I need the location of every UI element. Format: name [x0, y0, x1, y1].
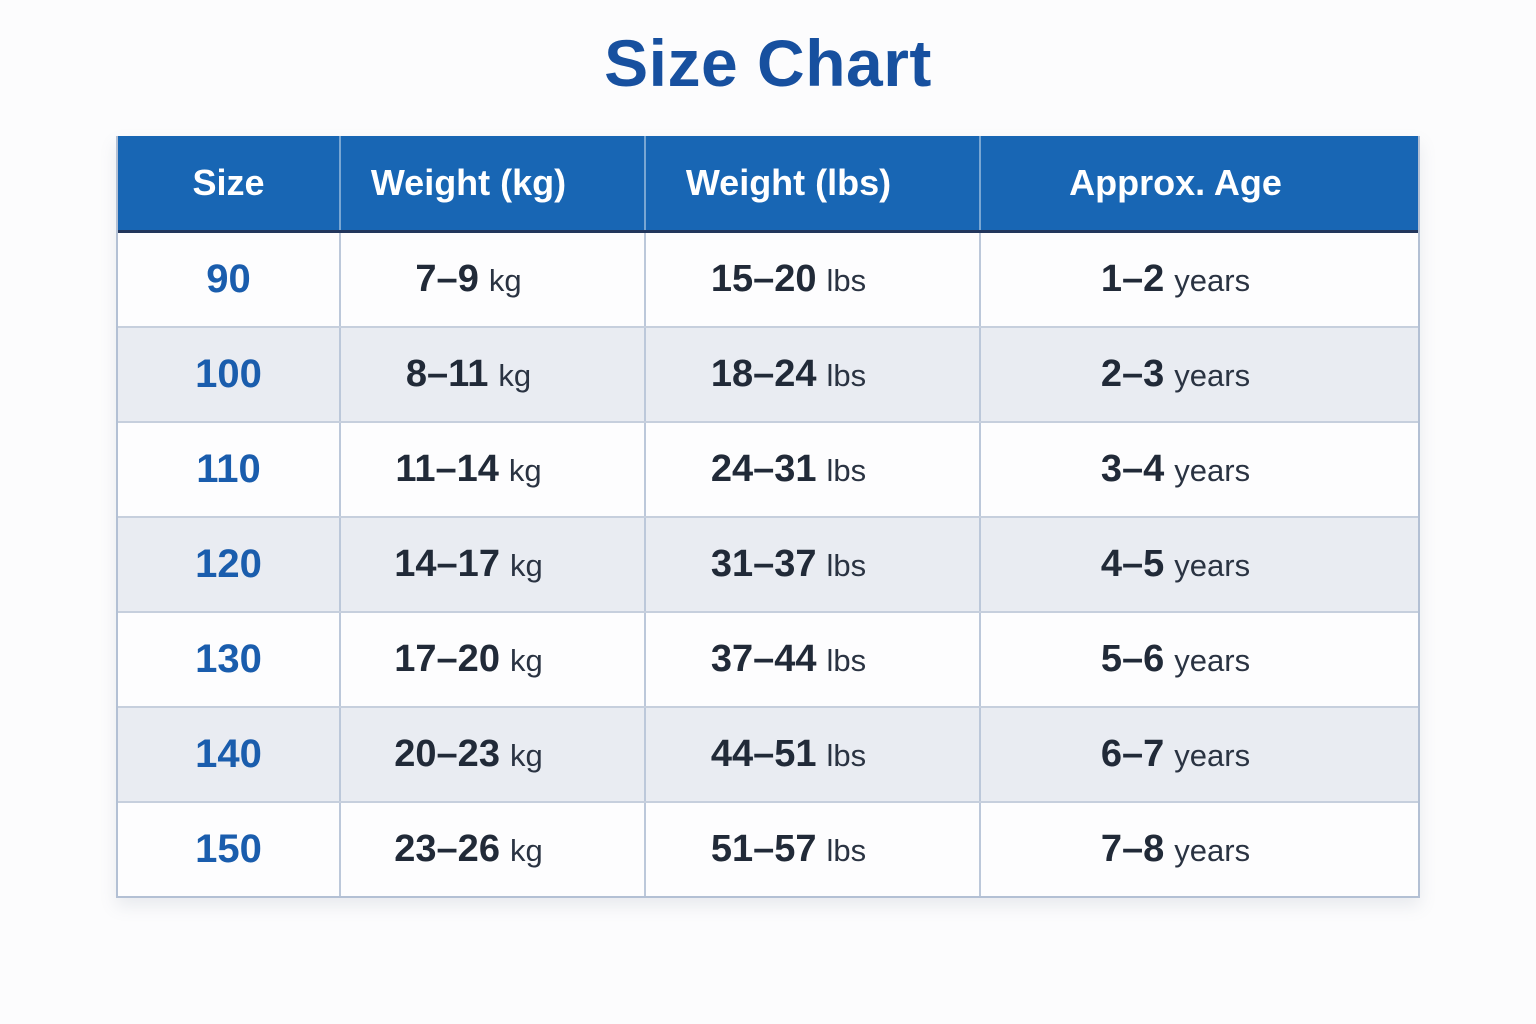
weight-kg-value: 11–14 [395, 448, 499, 490]
size-cell: 150 [118, 803, 341, 896]
header-label-approx-age: Approx. Age [1069, 162, 1282, 203]
age-cell: 4–5 years [981, 518, 1418, 611]
table-row: 90 7–9 kg 15–20 lbs 1–2 years [118, 233, 1418, 328]
age-unit: years [1174, 548, 1251, 583]
age-value: 4–5 [1100, 543, 1165, 585]
size-cell: 130 [118, 613, 341, 706]
weight-kg-value: 8–11 [405, 353, 489, 395]
age-unit: years [1174, 833, 1251, 868]
weight-lbs-cell: 24–31 lbs [646, 423, 981, 516]
age-cell: 6–7 years [981, 708, 1418, 801]
weight-lbs-cell: 31–37 lbs [646, 518, 981, 611]
age-unit: years [1174, 358, 1251, 393]
weight-lbs-value: 18–24 [710, 353, 817, 395]
header-cell-weight-lbs: Weight (lbs) [646, 136, 981, 230]
weight-kg-unit: kg [509, 833, 543, 868]
header-label-weight-kg: Weight (kg) [370, 162, 567, 203]
weight-kg-value: 23–26 [394, 828, 500, 870]
age-value: 2–3 [1100, 353, 1165, 395]
age-value: 3–4 [1100, 448, 1165, 490]
weight-lbs-value: 15–20 [710, 258, 817, 300]
weight-lbs-value: 31–37 [710, 543, 817, 585]
table-row: 110 11–14 kg 24–31 lbs 3–4 years [118, 423, 1418, 518]
page-title: Size Chart [604, 26, 932, 100]
weight-lbs-cell: 15–20 lbs [646, 233, 981, 326]
header-label-weight-lbs: Weight (lbs) [685, 162, 892, 203]
age-unit: years [1174, 263, 1251, 298]
weight-kg-unit: kg [509, 643, 543, 678]
age-value: 6–7 [1100, 733, 1165, 775]
table-row: 150 23–26 kg 51–57 lbs 7–8 years [118, 803, 1418, 896]
weight-kg-unit: kg [508, 453, 542, 488]
size-cell: 90 [118, 233, 341, 326]
size-value: 150 [195, 827, 262, 871]
table-row: 130 17–20 kg 37–44 lbs 5–6 years [118, 613, 1418, 708]
size-cell: 110 [118, 423, 341, 516]
weight-kg-value: 20–23 [394, 733, 500, 775]
header-cell-approx-age: Approx. Age [981, 136, 1418, 230]
size-value: 90 [206, 257, 251, 301]
age-value: 5–6 [1100, 638, 1165, 680]
size-value: 120 [195, 542, 262, 586]
table-row: 100 8–11 kg 18–24 lbs 2–3 years [118, 328, 1418, 423]
table-row: 120 14–17 kg 31–37 lbs 4–5 years [118, 518, 1418, 613]
weight-lbs-unit: lbs [826, 453, 867, 488]
weight-lbs-value: 44–51 [710, 733, 817, 775]
weight-kg-value: 14–17 [394, 543, 500, 585]
age-cell: 2–3 years [981, 328, 1418, 421]
weight-lbs-cell: 44–51 lbs [646, 708, 981, 801]
weight-kg-unit: kg [498, 358, 532, 393]
weight-lbs-unit: lbs [826, 738, 867, 773]
age-unit: years [1174, 643, 1251, 678]
header-cell-size: Size [118, 136, 341, 230]
age-cell: 5–6 years [981, 613, 1418, 706]
age-cell: 1–2 years [981, 233, 1418, 326]
age-unit: years [1174, 738, 1251, 773]
weight-lbs-unit: lbs [826, 548, 867, 583]
weight-lbs-value: 37–44 [710, 638, 817, 680]
weight-lbs-unit: lbs [826, 643, 867, 678]
page: Size Chart Size Weight (kg) Weight (lbs)… [116, 26, 1420, 898]
size-value: 140 [195, 732, 262, 776]
weight-lbs-unit: lbs [826, 358, 867, 393]
weight-kg-cell: 20–23 kg [341, 708, 646, 801]
table-header-row: Size Weight (kg) Weight (lbs) Approx. Ag… [118, 136, 1418, 233]
size-table: Size Weight (kg) Weight (lbs) Approx. Ag… [116, 136, 1420, 898]
weight-kg-cell: 8–11 kg [341, 328, 646, 421]
weight-lbs-cell: 18–24 lbs [646, 328, 981, 421]
age-cell: 3–4 years [981, 423, 1418, 516]
weight-lbs-value: 24–31 [710, 448, 817, 490]
weight-kg-value: 17–20 [394, 638, 500, 680]
weight-lbs-unit: lbs [826, 833, 867, 868]
weight-kg-cell: 14–17 kg [341, 518, 646, 611]
size-cell: 140 [118, 708, 341, 801]
weight-kg-cell: 7–9 kg [341, 233, 646, 326]
size-cell: 100 [118, 328, 341, 421]
weight-kg-cell: 17–20 kg [341, 613, 646, 706]
size-value: 130 [195, 637, 262, 681]
header-cell-weight-kg: Weight (kg) [341, 136, 646, 230]
age-value: 1–2 [1100, 258, 1165, 300]
age-cell: 7–8 years [981, 803, 1418, 896]
weight-lbs-cell: 51–57 lbs [646, 803, 981, 896]
weight-kg-value: 7–9 [415, 258, 479, 300]
weight-kg-unit: kg [509, 548, 543, 583]
age-value: 7–8 [1100, 828, 1165, 870]
weight-kg-cell: 11–14 kg [341, 423, 646, 516]
size-value: 100 [195, 352, 262, 396]
age-unit: years [1174, 453, 1251, 488]
weight-kg-unit: kg [509, 738, 543, 773]
weight-lbs-unit: lbs [826, 263, 867, 298]
table-row: 140 20–23 kg 44–51 lbs 6–7 years [118, 708, 1418, 803]
weight-kg-cell: 23–26 kg [341, 803, 646, 896]
size-value: 110 [196, 447, 261, 491]
weight-lbs-value: 51–57 [710, 828, 817, 870]
weight-lbs-cell: 37–44 lbs [646, 613, 981, 706]
weight-kg-unit: kg [488, 263, 522, 298]
size-cell: 120 [118, 518, 341, 611]
header-label-size: Size [192, 162, 265, 203]
